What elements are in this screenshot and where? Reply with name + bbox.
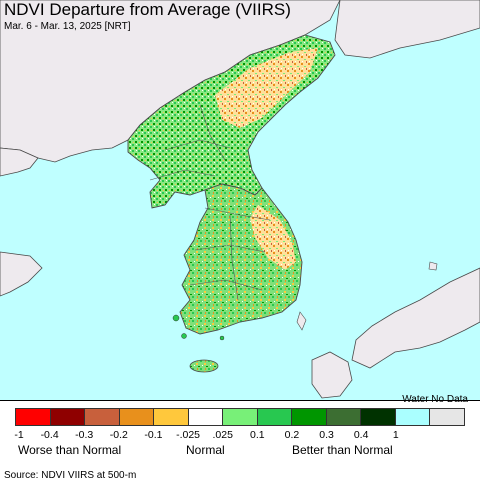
legend-tick-label: 0.2 [284,429,300,441]
legend-swatch [395,409,431,425]
legend-swatch [16,409,51,425]
province-boundaries [149,104,271,301]
oki-island [428,261,438,271]
legend-swatch [257,409,293,425]
north-korea-dry-region [215,48,318,128]
legend-tick-label: -0.2 [109,429,128,441]
legend-tick-label: 0.1 [249,429,265,441]
map-subtitle: Mar. 6 - Mar. 13, 2025 [NRT] [4,21,131,32]
legend-tick-label: -1 [14,429,24,441]
legend-swatch [223,409,258,425]
legend-better-label: Better than Normal [292,443,393,457]
legend-normal-label: Normal [186,443,225,457]
legend-tick-label: -0.3 [75,429,94,441]
sw-island [181,333,187,339]
sw-island [172,314,180,322]
legend-tick-label: -0.4 [40,429,59,441]
south-korea-dry-region [250,205,296,270]
sw-island [219,335,225,341]
legend-swatch [154,409,189,425]
jeju-island [189,359,219,373]
kyushu-no-data [311,351,353,399]
legend-swatch [361,409,396,425]
legend-tick-labels: -1 -0.4 -0.3 -0.2 -0.1 -.025 .025 0.1 0.2 0.3 0.4 1 [0,429,480,443]
legend-swatch [85,409,120,425]
tsushima-island [296,311,307,331]
ndvi-map [0,0,480,400]
shandong-no-data [0,251,43,297]
legend-tick-label: 1 [392,429,399,441]
legend-swatch [430,409,464,425]
legend-worse-label: Worse than Normal [18,443,122,457]
legend-tick-label: -.025 [176,429,201,441]
japan-no-data [351,267,480,369]
legend-category-labels: Worse than Normal Normal Better than Nor… [0,443,480,459]
source-credit: Source: NDVI VIIRS at 500-m [4,470,137,481]
water-no-data-label: Water No Data [402,394,468,405]
legend-color-bar [15,408,465,426]
legend-swatch [326,409,362,425]
legend-tick-label: -0.1 [144,429,163,441]
legend-tick-label: 0.3 [319,429,334,441]
map-panel: NDVI Departure from Average (VIIRS) Mar.… [0,0,480,401]
russia-no-data [334,0,480,59]
legend-swatch [292,409,327,425]
legend-swatch [119,409,155,425]
liaodong-no-data [0,147,39,177]
legend-swatch [188,409,224,425]
map-title: NDVI Departure from Average (VIIRS) [4,0,291,19]
legend-tick-label: .025 [212,429,233,441]
legend-tick-label: 0.4 [353,429,369,441]
legend-swatch [50,409,86,425]
